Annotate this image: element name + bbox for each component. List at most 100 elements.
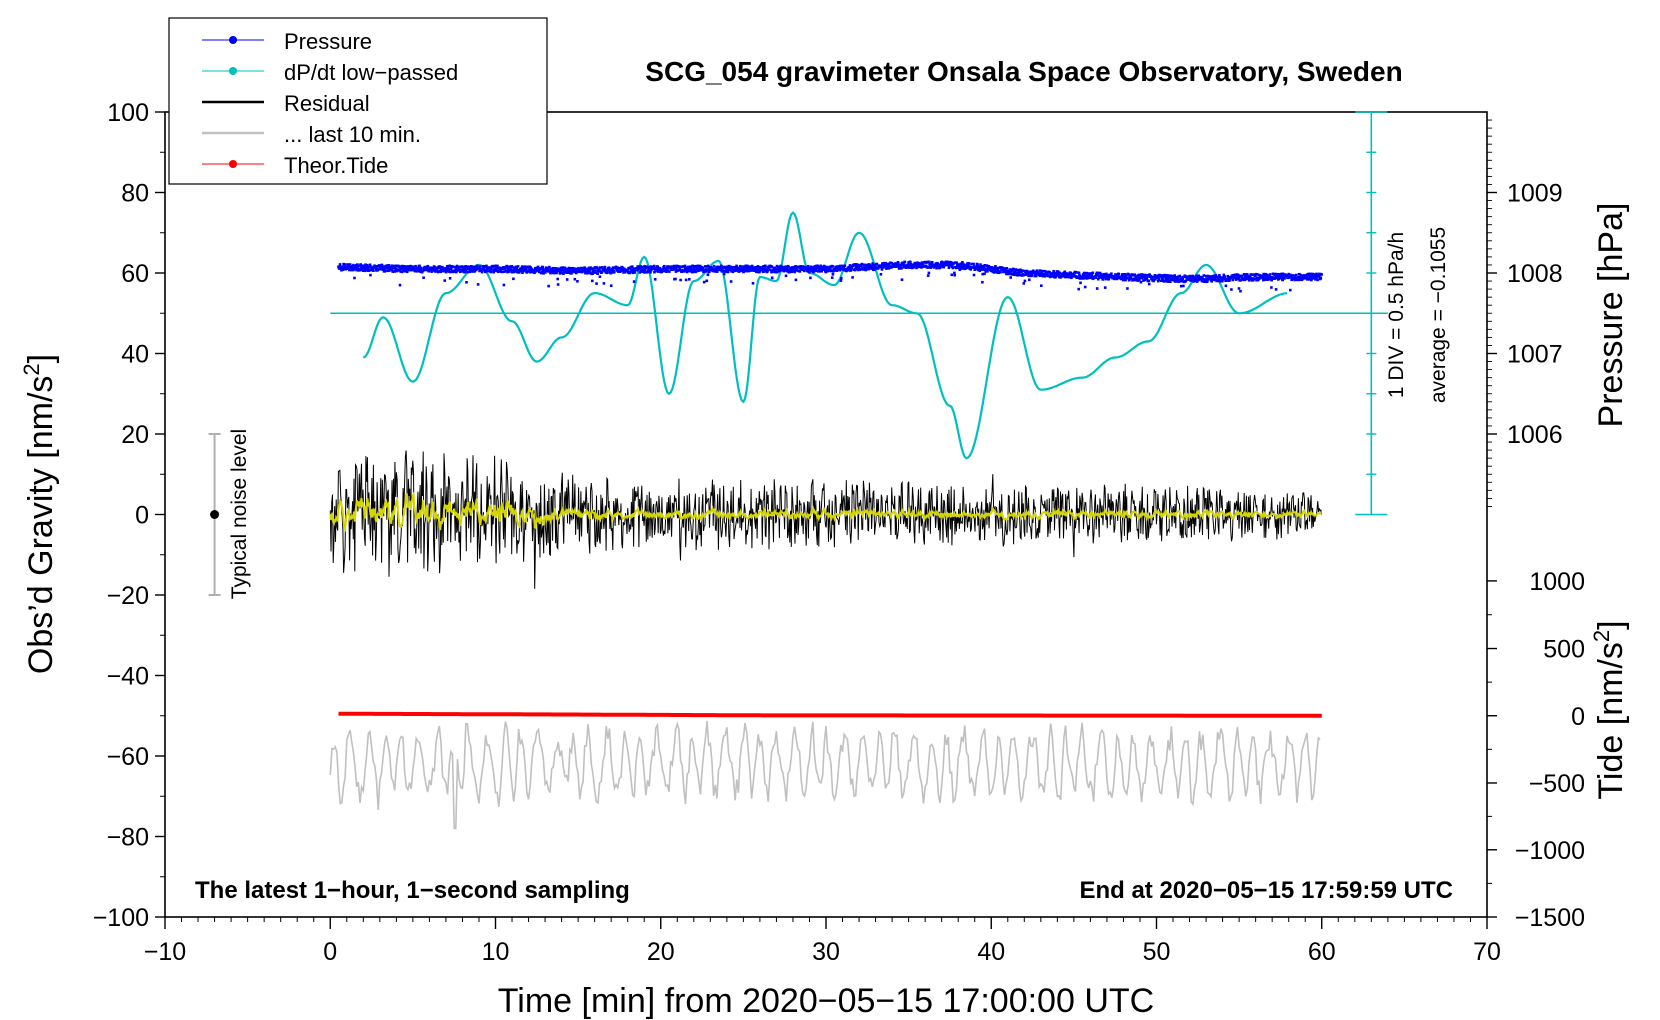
pressure-point <box>437 270 441 273</box>
pressure-point <box>1195 280 1199 283</box>
pressure-point <box>978 269 982 272</box>
pressure-point <box>505 265 509 269</box>
legend-sample-dot-1 <box>229 67 237 75</box>
pressure-point <box>733 269 737 273</box>
pressure-point <box>789 266 793 270</box>
pressure-point <box>1051 275 1055 278</box>
pressure-point <box>761 266 764 270</box>
pressure-point <box>1214 274 1218 277</box>
pressure-point <box>1107 277 1111 280</box>
pressure-point <box>609 268 612 272</box>
pressure-point <box>1022 282 1026 285</box>
pressure-point <box>1278 273 1281 276</box>
pressure-point <box>561 266 565 269</box>
pressure-point <box>368 265 371 268</box>
pressure-point <box>1162 280 1166 283</box>
pressure-point <box>476 264 479 268</box>
pressure-point <box>1181 277 1184 281</box>
pressure-point <box>551 266 555 270</box>
pressure-point <box>571 266 575 270</box>
pressure-point <box>401 265 405 268</box>
pressure-tick-label-1: 1008 <box>1507 260 1563 288</box>
pressure-point <box>1279 274 1282 277</box>
pressure-point <box>1091 271 1095 275</box>
pressure-point <box>936 262 939 265</box>
pressure-point <box>893 263 896 267</box>
pressure-point <box>527 266 530 269</box>
pressure-point <box>1251 278 1255 282</box>
pressure-point <box>545 266 549 270</box>
pressure-point <box>1048 271 1051 274</box>
pressure-point <box>1210 280 1214 283</box>
pressure-point <box>1276 272 1280 276</box>
pressure-point <box>880 268 884 271</box>
pressure-point <box>414 264 417 268</box>
chart-title: SCG_054 gravimeter Onsala Space Observat… <box>645 56 1402 87</box>
pressure-point <box>875 262 879 266</box>
pressure-point <box>1265 273 1268 277</box>
pressure-point <box>1063 275 1067 279</box>
legend-label-last10: ... last 10 min. <box>284 122 421 147</box>
pressure-point <box>524 266 528 270</box>
pressure-point <box>970 262 973 266</box>
pressure-point <box>1311 277 1314 280</box>
pressure-point <box>1211 276 1215 279</box>
pressure-point <box>825 265 829 269</box>
pressure-point <box>775 267 778 271</box>
pressure-point <box>1162 278 1165 282</box>
pressure-point <box>404 269 407 272</box>
pressure-point <box>1004 269 1008 273</box>
pressure-point <box>831 273 835 276</box>
pressure-point <box>1137 273 1141 277</box>
pressure-point <box>606 268 610 272</box>
dpdt-average-label: average = −0.1055 <box>1427 227 1450 403</box>
pressure-point <box>697 269 701 272</box>
pressure-point <box>992 271 996 274</box>
pressure-point <box>600 270 604 274</box>
pressure-point <box>1282 273 1285 277</box>
pressure-point <box>1005 272 1008 276</box>
pressure-point <box>548 270 552 273</box>
pressure-point <box>1239 278 1243 282</box>
pressure-point <box>1115 277 1119 280</box>
pressure-point <box>899 265 902 269</box>
pressure-point <box>1194 277 1198 281</box>
pressure-point <box>1254 274 1257 277</box>
pressure-point <box>712 264 716 268</box>
pressure-point <box>480 270 484 274</box>
pressure-point <box>1244 277 1248 281</box>
pressure-point <box>990 266 994 269</box>
pressure-point <box>1270 278 1273 282</box>
pressure-point <box>810 266 814 269</box>
pressure-point <box>1275 276 1279 279</box>
pressure-point <box>635 268 639 272</box>
pressure-point <box>955 261 959 265</box>
pressure-point <box>846 268 849 272</box>
x-tick-label-8: 70 <box>1473 938 1501 966</box>
y-tick-label-6: −20 <box>107 582 149 610</box>
pressure-point <box>1274 272 1277 276</box>
pressure-point <box>1126 287 1129 290</box>
pressure-point <box>364 266 368 270</box>
pressure-point <box>832 270 835 273</box>
pressure-point <box>741 265 745 268</box>
pressure-point <box>1136 279 1140 282</box>
pressure-point <box>595 282 598 285</box>
pressure-point <box>652 266 655 269</box>
pressure-point <box>722 272 726 276</box>
pressure-point <box>1110 272 1113 275</box>
pressure-point <box>929 266 932 269</box>
pressure-point <box>1257 278 1260 282</box>
pressure-point <box>1026 272 1030 276</box>
pressure-point <box>472 265 476 269</box>
pressure-point <box>761 268 765 271</box>
pressure-point <box>641 265 645 269</box>
pressure-point <box>1057 270 1060 273</box>
pressure-point <box>949 261 953 264</box>
pressure-point <box>994 265 997 268</box>
pressure-point <box>596 272 599 275</box>
pressure-point <box>598 275 602 278</box>
pressure-point <box>730 266 734 269</box>
pressure-point <box>746 264 749 268</box>
pressure-point <box>671 265 674 268</box>
